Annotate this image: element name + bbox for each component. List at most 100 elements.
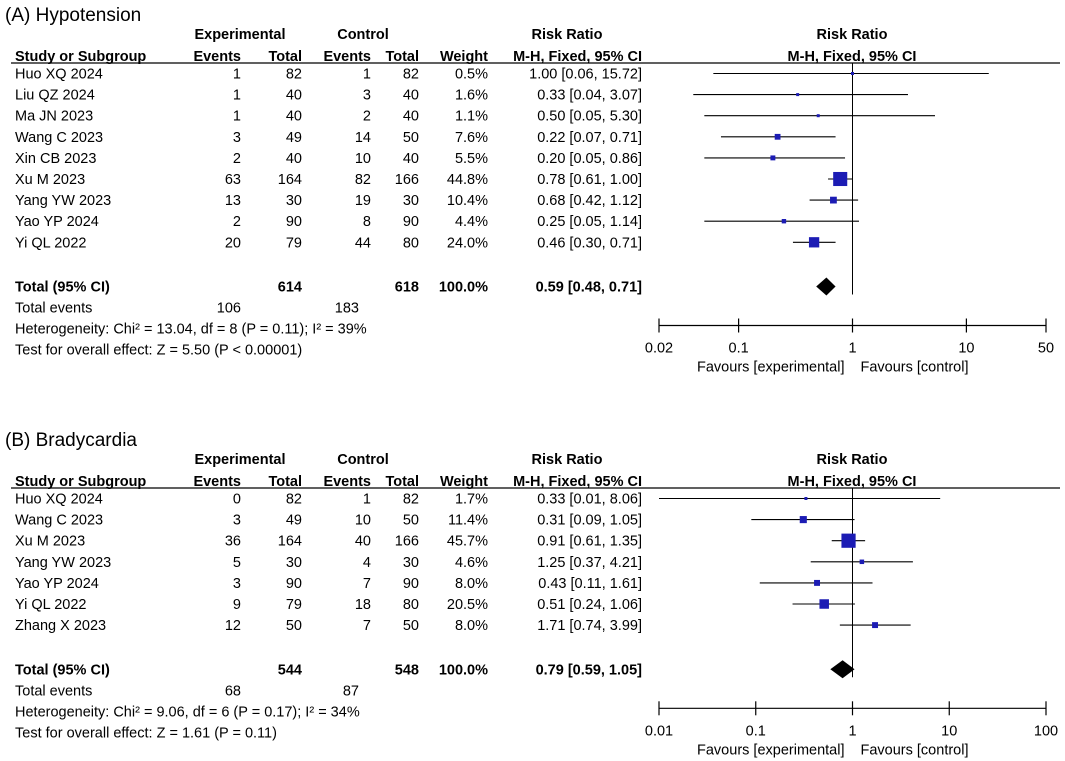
exp-total: 30 [286,555,302,571]
study-row: Xu M 2023 36 164 40 166 45.7% 0.91 [0.61, 1.35… [15,533,866,550]
exp-events: 3 [233,130,241,146]
header-risk-ratio-left: Risk Ratio [532,452,603,468]
exp-total: 82 [286,67,302,83]
total-weight: 100.0% [439,280,488,296]
header-weight: Weight [440,49,488,65]
x-tick-label: 0.02 [645,341,673,357]
ctl-total: 82 [403,492,419,508]
ctl-events: 3 [363,88,371,104]
effect-square [781,218,787,224]
study-weight: 1.7% [455,492,488,508]
favours-experimental-label: Favours [experimental] [697,742,844,758]
study-weight: 44.8% [447,172,488,188]
study-row: Yi QL 2022 20 79 44 80 24.0% 0.46 [0.30, 0.71] [15,235,836,251]
study-weight: 8.0% [455,576,488,592]
study-name: Wang C 2023 [15,513,103,529]
header-ctl-total: Total [385,49,419,65]
ctl-events: 10 [355,151,371,167]
x-tick-label: 0.1 [746,723,766,739]
total-exp-total: 614 [278,280,302,296]
study-name: Yao YP 2024 [15,214,99,230]
header-ci-right: M-H, Fixed, 95% CI [788,474,917,490]
effect-square [814,579,821,586]
effect-square [808,237,820,248]
effect-square [872,622,879,629]
effect-square [796,93,800,97]
header-risk-ratio-right: Risk Ratio [817,452,888,468]
study-weight: 20.5% [447,597,488,613]
total-label: Total (95% CI) [15,280,110,296]
heterogeneity-text: Heterogeneity: Chi² = 9.06, df = 6 (P = … [15,704,360,720]
header-ci-left: M-H, Fixed, 95% CI [513,49,642,65]
exp-events: 3 [233,513,241,529]
header-ctl-events: Events [323,474,371,490]
effect-square [816,114,820,118]
study-weight: 5.5% [455,151,488,167]
header-exp-total: Total [268,474,302,490]
effect-square [770,155,776,161]
study-row: Yao YP 2024 3 90 7 90 8.0% 0.43 [0.11, 1.61] [15,576,873,592]
ctl-total: 50 [403,618,419,634]
total-events-ctl: 183 [335,301,359,317]
exp-events: 5 [233,555,241,571]
exp-events: 63 [225,172,241,188]
study-weight: 10.4% [447,193,488,209]
x-tick-label: 1 [848,341,856,357]
ctl-total: 30 [403,555,419,571]
exp-total: 90 [286,576,302,592]
ctl-total: 40 [403,88,419,104]
header-weight: Weight [440,474,488,490]
study-ci-text: 0.33 [0.01, 8.06] [537,492,642,508]
ctl-total: 90 [403,576,419,592]
header-risk-ratio-left: Risk Ratio [532,27,603,43]
study-row: Xin CB 2023 2 40 10 40 5.5% 0.20 [0.05, 0.86] [15,151,846,167]
effect-square [804,497,808,500]
header-risk-ratio-right: Risk Ratio [817,27,888,43]
study-row: Huo XQ 2024 1 82 1 82 0.5% 1.00 [0.06, 15.72] [15,67,989,83]
study-name: Xu M 2023 [15,534,85,550]
exp-events: 36 [225,534,241,550]
exp-total: 82 [286,492,302,508]
effect-square [819,599,829,609]
exp-events: 20 [225,235,241,251]
total-events-exp: 68 [225,683,241,699]
study-weight: 4.4% [455,214,488,230]
total-events-label: Total events [15,683,92,699]
header-study: Study or Subgroup [15,49,146,65]
exp-events: 2 [233,214,241,230]
total-ci-text: 0.79 [0.59, 1.05] [536,662,643,678]
ctl-events: 7 [363,618,371,634]
ctl-total: 166 [395,172,419,188]
effect-square [859,559,865,565]
exp-events: 2 [233,151,241,167]
ctl-events: 1 [363,67,371,83]
total-ctl-total: 548 [395,662,419,678]
study-row: Huo XQ 2024 0 82 1 82 1.7% 0.33 [0.01, 8.06] [15,492,941,508]
study-weight: 1.6% [455,88,488,104]
x-tick-label: 0.01 [645,723,673,739]
total-events-exp: 106 [217,301,241,317]
ctl-total: 82 [403,67,419,83]
study-name: Huo XQ 2024 [15,67,103,83]
study-name: Liu QZ 2024 [15,88,95,104]
exp-events: 1 [233,109,241,125]
total-weight: 100.0% [439,662,488,678]
exp-total: 49 [286,513,302,529]
exp-total: 30 [286,193,302,209]
study-ci-text: 0.43 [0.11, 1.61] [538,576,642,592]
exp-events: 3 [233,576,241,592]
study-name: Wang C 2023 [15,130,103,146]
study-ci-text: 0.31 [0.09, 1.05] [537,513,642,529]
study-row: Yang YW 2023 13 30 19 30 10.4% 0.68 [0.42, 1.1… [15,193,859,209]
favours-control-label: Favours [control] [861,742,969,758]
study-ci-text: 0.22 [0.07, 0.71] [537,130,642,146]
ctl-events: 8 [363,214,371,230]
study-ci-text: 0.46 [0.30, 0.71] [537,235,642,251]
exp-total: 164 [278,172,302,188]
effect-square [830,196,837,204]
forest-panel-bradycardia: (B) Bradycardia Experimental Control Risk R… [5,430,1060,758]
ctl-events: 4 [363,555,371,571]
ctl-total: 50 [403,130,419,146]
effect-square [799,516,807,524]
